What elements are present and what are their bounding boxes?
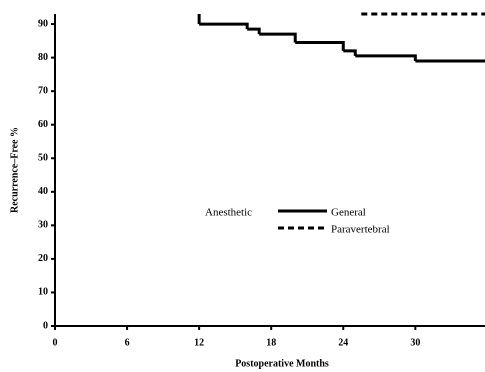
- x-tick-label: 6: [125, 337, 130, 348]
- y-tick-label: 50: [38, 153, 48, 164]
- y-axis-label: Recurrence–Free %: [9, 127, 20, 213]
- x-tick-label: 30: [410, 337, 420, 348]
- y-tick-label: 30: [38, 220, 48, 231]
- legend-label: General: [331, 207, 366, 219]
- y-tick-label: 40: [38, 186, 48, 197]
- y-tick-label: 60: [38, 119, 48, 130]
- survival-step: [199, 22, 249, 30]
- survival-step: [295, 41, 345, 51]
- x-tick-label: 12: [194, 337, 204, 348]
- survival-step: [259, 32, 297, 43]
- y-tick-label: 70: [38, 85, 48, 96]
- x-tick-label: 18: [266, 337, 276, 348]
- y-tick-label: 20: [38, 253, 48, 264]
- x-tick-label: 24: [338, 337, 348, 348]
- legend-title: Anesthetic: [205, 207, 252, 219]
- y-tick-label: 90: [38, 18, 48, 29]
- legend-label: Paravertebral: [331, 224, 390, 236]
- y-tick-label: 80: [38, 52, 48, 63]
- survival-step: [355, 54, 417, 61]
- survival-step: [343, 49, 357, 56]
- y-tick-label: 0: [43, 320, 48, 331]
- x-tick-label: 0: [53, 337, 58, 348]
- survival-step: [247, 27, 261, 35]
- x-axis-label: Postoperative Months: [235, 358, 329, 369]
- y-tick-label: 10: [38, 287, 48, 298]
